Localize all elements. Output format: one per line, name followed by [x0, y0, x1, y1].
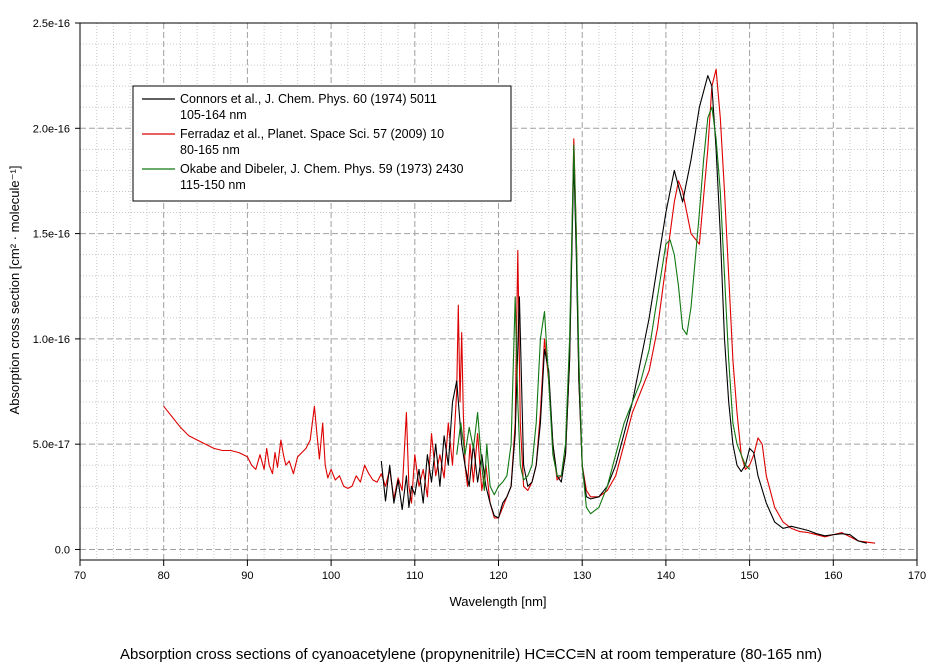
x-tick-label: 150: [740, 570, 758, 582]
x-tick-label: 70: [74, 570, 86, 582]
x-tick-label: 130: [573, 570, 591, 582]
x-tick-label: 170: [908, 570, 926, 582]
y-axis: 0.0 5.0e-17 1.0e-16 1.5e-16 2.0e-16 2.5e-16: [33, 18, 80, 556]
y-tick-label: 2.0e-16: [33, 123, 70, 135]
figure-caption: Absorption cross sections of cyanoacetyl…: [120, 646, 822, 663]
legend-box: [132, 85, 512, 202]
y-axis-label: Absorption cross section [cm² · molecule…: [7, 166, 22, 415]
legend-entry-name: Ferradaz et al., Planet. Space Sci. 57 (…: [180, 127, 444, 141]
series-line: [380, 75, 867, 544]
x-axis-label: Wavelength [nm]: [449, 594, 546, 609]
legend-entry-range: 80-165 nm: [180, 143, 240, 157]
x-axis: 70 80 90 100 110 120 130 140 150 160 170: [74, 560, 926, 582]
legend-entry-name: Connors et al., J. Chem. Phys. 60 (1974)…: [180, 92, 437, 106]
y-tick-label: 1.0e-16: [33, 334, 70, 346]
series-layer: [163, 68, 876, 544]
series-line: [456, 106, 750, 515]
y-tick-label: 0.0: [55, 544, 70, 556]
x-tick-label: 90: [241, 570, 253, 582]
y-tick-label: 1.5e-16: [33, 229, 70, 241]
legend-entry-name: Okabe and Dibeler, J. Chem. Phys. 59 (19…: [180, 162, 464, 176]
x-tick-label: 140: [657, 570, 675, 582]
x-tick-label: 110: [406, 570, 424, 582]
x-tick-label: 120: [489, 570, 507, 582]
minor-grid: [80, 23, 917, 560]
y-tick-label: 5.0e-17: [33, 439, 70, 451]
legend: Connors et al., J. Chem. Phys. 60 (1974)…: [132, 85, 512, 202]
x-tick-label: 80: [158, 570, 170, 582]
legend-entry-range: 105-164 nm: [180, 108, 247, 122]
legend-entry-range: 115-150 nm: [180, 178, 246, 192]
y-tick-label: 2.5e-16: [33, 18, 70, 30]
series-line: [163, 68, 876, 544]
x-tick-label: 160: [824, 570, 842, 582]
x-tick-label: 100: [322, 570, 340, 582]
